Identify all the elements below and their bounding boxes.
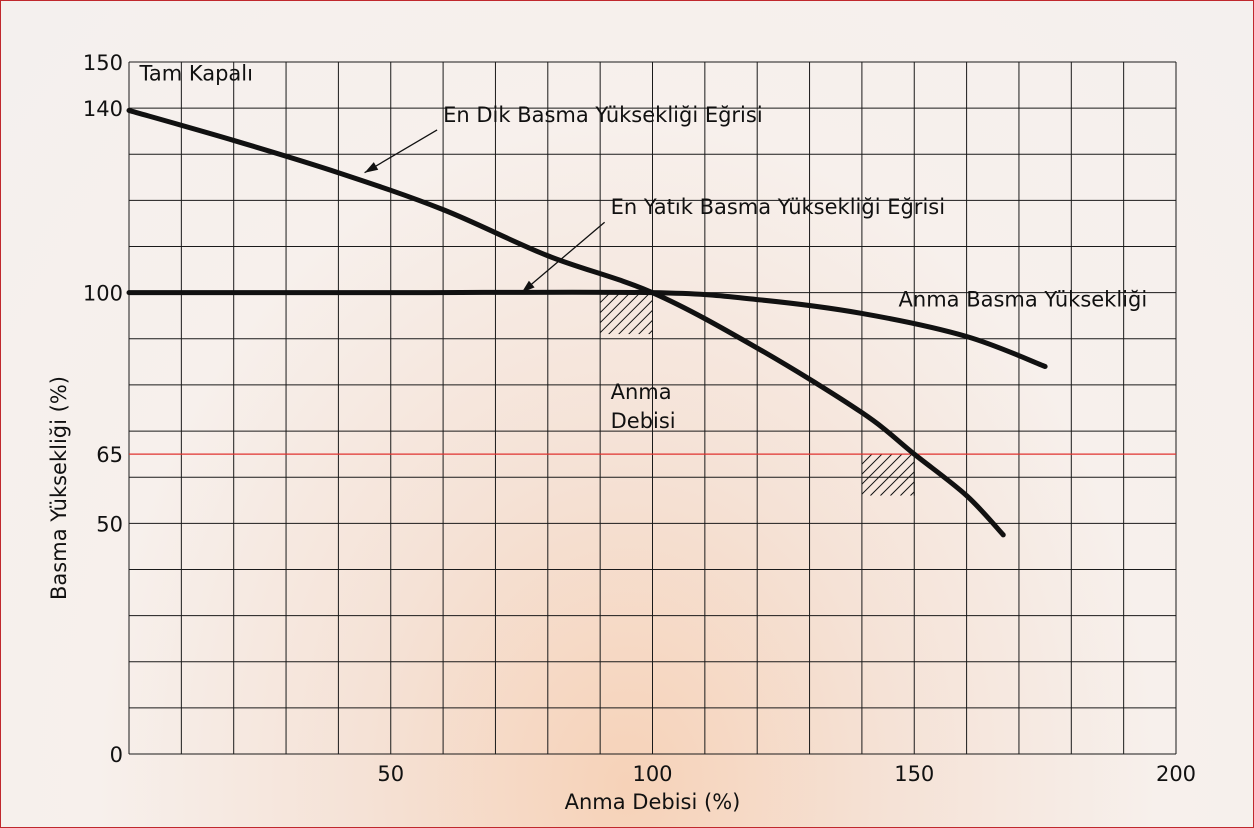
x-tick-label: 100 — [632, 762, 672, 786]
hatch-line — [861, 454, 903, 495]
x-tick-label: 50 — [377, 762, 404, 786]
hatch-line — [861, 454, 873, 465]
hatch-line — [890, 471, 915, 496]
leader-arrowhead — [364, 162, 379, 173]
hatch-line — [861, 454, 893, 485]
hatch-line — [600, 292, 621, 314]
hatch-lines — [861, 454, 972, 496]
y-tick-label: 150 — [83, 51, 123, 75]
x-tick-label: 150 — [894, 762, 934, 786]
hatch-line — [600, 292, 601, 294]
y-axis-label: Basma Yüksekliği (%) — [47, 376, 71, 600]
hatch-line — [861, 454, 883, 475]
hatched-regions — [600, 292, 972, 496]
curves — [126, 107, 1048, 538]
y-tick-label: 140 — [83, 97, 123, 121]
y-tick-label: 65 — [96, 443, 123, 467]
y-tick-label: 100 — [83, 282, 123, 306]
hatch-line — [608, 292, 651, 335]
leader-arrowhead — [521, 280, 535, 293]
annotation-tam-kapali: Tam Kapalı — [138, 61, 253, 85]
hatch-line — [638, 319, 653, 335]
leader-line — [364, 129, 438, 174]
annotation-anma-debisi-line1: Anma — [611, 380, 672, 404]
grid — [128, 61, 1177, 755]
annotation-anma-basma: Anma Basma Yüksekliği — [899, 288, 1148, 312]
hatch-line — [600, 292, 641, 334]
curve-en-yatik — [126, 289, 1048, 369]
annotation-anma-debisi-line2: Debisi — [611, 409, 676, 433]
hatch-line — [910, 491, 915, 496]
hatch-line — [600, 292, 611, 304]
x-tick-label: 200 — [1156, 762, 1196, 786]
hatch-line — [870, 454, 913, 496]
hatch-line — [930, 454, 972, 496]
annotation-en-yatik-curve: En Yatık Basma Yüksekliği Eğrisi — [611, 195, 945, 219]
leader-line — [521, 221, 606, 294]
hatch-region — [861, 454, 972, 496]
annotation-en-dik-curve: En Dik Basma Yüksekliği Eğrisi — [443, 103, 763, 127]
hatch-line — [618, 299, 653, 335]
y-tick-label: 0 — [110, 743, 123, 767]
hatch-line — [900, 481, 915, 496]
x-axis-label: Anma Debisi (%) — [565, 790, 741, 814]
curve-en-dik — [126, 107, 1006, 538]
hatch-line — [628, 309, 653, 335]
x-tick-labels: 50 100 150 200 — [377, 762, 1196, 786]
annotation-leaders — [364, 129, 606, 294]
hatch-lines — [600, 292, 653, 335]
hatch-line — [880, 461, 915, 496]
y-tick-label: 50 — [96, 512, 123, 536]
y-tick-labels: 0 50 65 100 140 150 — [83, 51, 123, 767]
hatch-region — [600, 292, 653, 335]
hatch-line — [600, 292, 631, 324]
hatch-line — [861, 454, 863, 455]
